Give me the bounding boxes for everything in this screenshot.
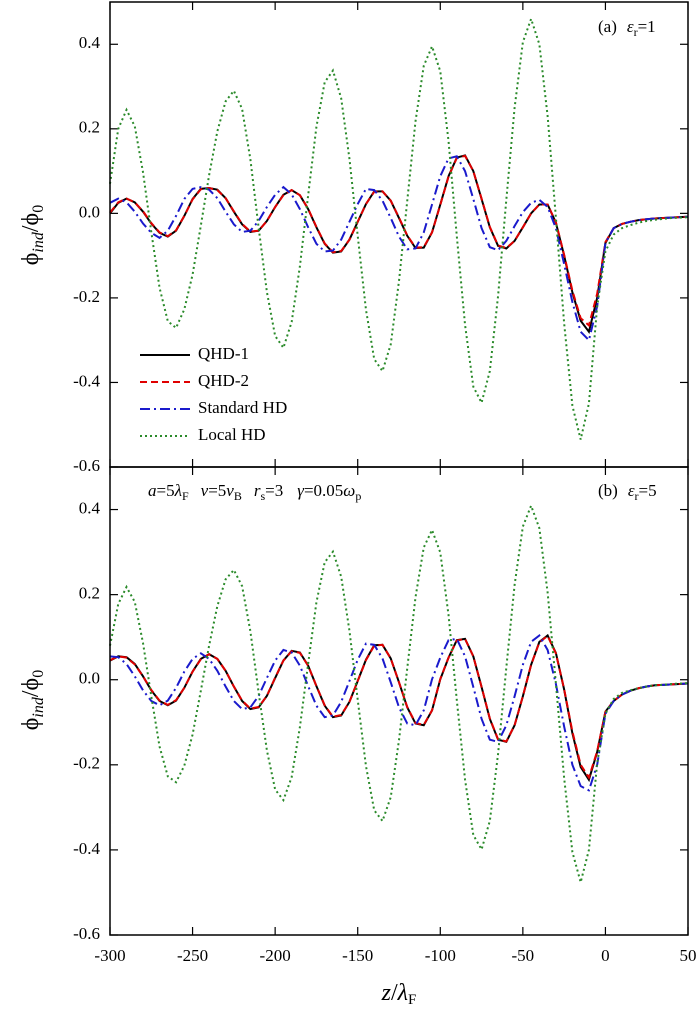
- label-part: λ: [397, 980, 408, 1006]
- legend-label: Local HD: [198, 425, 266, 444]
- label-part: /: [391, 980, 398, 1006]
- series-line: [109, 154, 689, 328]
- y-tick-label: 0.4: [79, 33, 101, 52]
- param: λ: [174, 481, 182, 500]
- panel-annotation: (b) εr=5: [598, 481, 657, 503]
- y-tick-label: -0.2: [73, 287, 100, 306]
- annotation-subscript: r: [635, 489, 639, 503]
- x-tick-label: 0: [601, 946, 610, 965]
- y-tick-label: 0.4: [79, 498, 101, 517]
- param: F: [182, 489, 189, 503]
- series-line: [109, 502, 689, 887]
- label-part: ϕ: [18, 253, 44, 266]
- x-axis-label: z/λF: [381, 980, 417, 1009]
- y-axis-label: ϕind/ϕ0: [18, 205, 47, 265]
- param: r: [254, 481, 261, 500]
- label-part: F: [408, 992, 416, 1008]
- plot-frame: [109, 466, 689, 936]
- x-tick-label: -150: [342, 946, 373, 965]
- legend-label: Standard HD: [198, 398, 287, 417]
- label-part: ind: [30, 231, 47, 252]
- y-tick-label: 0.0: [79, 202, 100, 221]
- param: =0.05: [304, 481, 343, 500]
- x-tick-label: -50: [512, 946, 535, 965]
- param: ω: [343, 481, 355, 500]
- y-tick-label: -0.6: [73, 456, 100, 475]
- parameters: a=5λF v=5vB rs=3 γ=0.05ωp: [148, 481, 361, 503]
- panel-letter: (b): [598, 481, 618, 500]
- annotation-value: =5: [639, 481, 657, 500]
- label-part: ind: [30, 696, 47, 717]
- legend-label: QHD-1: [198, 344, 249, 363]
- param: p: [355, 489, 361, 503]
- annotation-subscript: r: [634, 25, 638, 39]
- param: v: [201, 481, 209, 500]
- label-part: 0: [30, 670, 47, 678]
- label-part: ϕ: [18, 718, 44, 731]
- label-part: /ϕ: [18, 678, 44, 697]
- y-tick-label: -0.4: [73, 839, 100, 858]
- label-part: /ϕ: [18, 213, 44, 232]
- y-tick-label: 0.2: [79, 584, 100, 603]
- param: =3: [265, 481, 283, 500]
- panel-annotation: (a) εr=1: [598, 17, 656, 39]
- annotation-symbol: ε: [628, 481, 635, 500]
- y-tick-label: -0.4: [73, 371, 100, 390]
- x-tick-label: -100: [425, 946, 456, 965]
- series-line: [109, 633, 689, 792]
- panel-letter: (a): [598, 17, 617, 36]
- param: γ: [297, 481, 305, 500]
- series-line: [109, 15, 689, 440]
- annotation-symbol: ε: [627, 17, 634, 36]
- x-tick-label: -250: [177, 946, 208, 965]
- param: s: [260, 489, 265, 503]
- y-tick-label: 0.2: [79, 118, 100, 137]
- param: =5: [208, 481, 226, 500]
- series-line: [109, 154, 689, 335]
- plot-frame: [109, 1, 689, 468]
- param: =5: [157, 481, 175, 500]
- param: v: [226, 481, 234, 500]
- param: a: [148, 481, 157, 500]
- x-tick-label: -200: [260, 946, 291, 965]
- y-axis-label: ϕind/ϕ0: [18, 670, 47, 730]
- y-tick-label: -0.6: [73, 924, 100, 943]
- param: B: [234, 489, 242, 503]
- y-tick-label: 0.0: [79, 669, 100, 688]
- x-tick-label: -300: [94, 946, 125, 965]
- x-tick-label: 50: [680, 946, 697, 965]
- label-part: 0: [30, 205, 47, 213]
- y-tick-label: -0.2: [73, 754, 100, 773]
- legend-label: QHD-2: [198, 371, 249, 390]
- annotation-value: =1: [638, 17, 656, 36]
- label-part: z: [381, 980, 392, 1006]
